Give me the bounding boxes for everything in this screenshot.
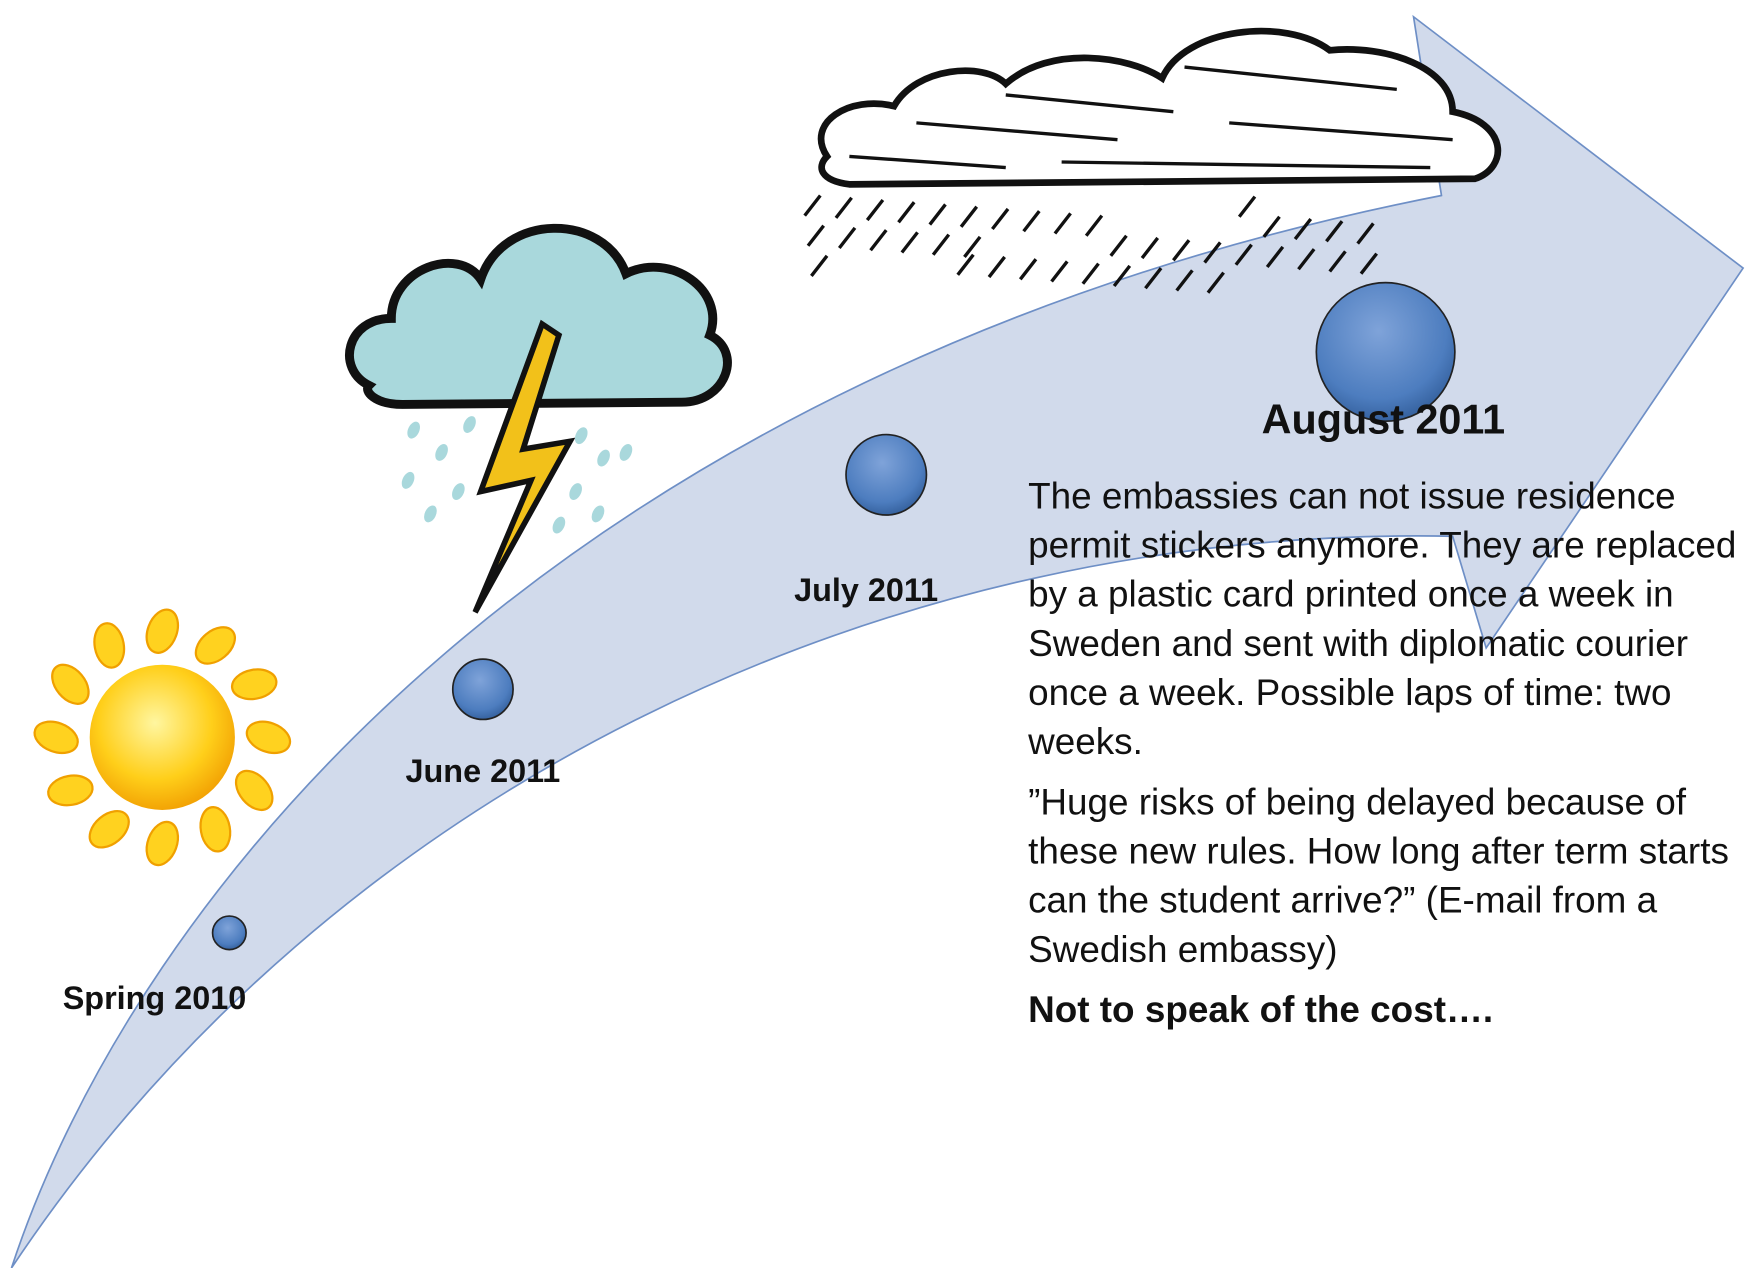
rain-drop bbox=[567, 481, 585, 502]
sun-ray bbox=[189, 620, 242, 671]
milestone-label: June 2011 bbox=[406, 753, 561, 789]
slide: Spring 2010 June 2011 July 2011 August 2… bbox=[0, 0, 1749, 1268]
rain-drop bbox=[399, 470, 417, 491]
rain-drop bbox=[589, 503, 607, 524]
description-box: The embassies can not issue residence pe… bbox=[1028, 471, 1743, 1231]
rain-streak bbox=[1111, 236, 1127, 256]
rain-drop bbox=[617, 442, 635, 463]
paragraph: ”Huge risks of being delayed because of … bbox=[1028, 778, 1743, 975]
rain-streak bbox=[1142, 238, 1158, 258]
sun-ray bbox=[141, 818, 184, 870]
sun-ray bbox=[141, 605, 184, 657]
rain-drop bbox=[450, 481, 468, 502]
rain-streak bbox=[867, 200, 883, 220]
rain-drop bbox=[461, 414, 479, 435]
rain-streak bbox=[902, 232, 918, 252]
rain-streak bbox=[933, 235, 949, 255]
sun-ray bbox=[242, 716, 294, 759]
rain-drop bbox=[550, 515, 568, 536]
description: The embassies can not issue residence pe… bbox=[1028, 471, 1743, 1034]
sun-ray bbox=[230, 666, 279, 702]
rain-drop bbox=[433, 442, 451, 463]
rain-streak bbox=[961, 207, 977, 227]
rain-streak bbox=[989, 257, 1005, 277]
rain-streak bbox=[1239, 197, 1255, 217]
sun-ray bbox=[45, 658, 96, 711]
milestone-label: Spring 2010 bbox=[63, 980, 247, 1016]
sun-disc bbox=[90, 665, 235, 810]
rain-drop bbox=[405, 420, 423, 441]
rain-streak bbox=[1024, 211, 1040, 231]
milestone-label: July 2011 bbox=[794, 572, 938, 608]
sun-ray bbox=[30, 716, 82, 759]
rain-drop bbox=[595, 448, 613, 469]
rain-streak bbox=[836, 198, 852, 218]
sun-icon bbox=[30, 605, 294, 869]
rain-streak bbox=[1052, 261, 1068, 281]
rain-drop bbox=[422, 503, 440, 524]
rain-streak bbox=[992, 209, 1008, 229]
rain-streak bbox=[1055, 213, 1071, 233]
milestone-dot bbox=[213, 916, 247, 950]
rain-streak bbox=[930, 204, 946, 224]
milestone-label: August 2011 bbox=[1262, 396, 1505, 442]
rain-streak bbox=[811, 256, 827, 276]
page: Timeline {"timeline": {"milestones": [ {… bbox=[0, 0, 1749, 1268]
sun-ray bbox=[197, 805, 233, 854]
sun-ray bbox=[46, 772, 95, 808]
closing-line: Not to speak of the cost…. bbox=[1028, 985, 1743, 1034]
sun-ray bbox=[229, 764, 280, 817]
rain-streak bbox=[1083, 264, 1099, 284]
sun-ray bbox=[83, 804, 136, 855]
milestone-dot bbox=[453, 659, 513, 719]
rain-streak bbox=[805, 196, 821, 216]
rain-streak bbox=[871, 230, 887, 250]
rain-streak bbox=[1086, 216, 1102, 236]
rain-streak bbox=[808, 226, 824, 246]
body: Spring 2010 June 2011 July 2011 August 2… bbox=[0, 0, 1749, 1268]
rain-streak bbox=[1173, 240, 1189, 260]
sun-ray bbox=[91, 621, 127, 670]
paragraph: The embassies can not issue residence pe… bbox=[1028, 471, 1743, 766]
rain-streak bbox=[899, 202, 915, 222]
rain-drop bbox=[572, 425, 590, 446]
milestone-dot bbox=[846, 435, 926, 515]
rain-streak bbox=[839, 228, 855, 248]
rain-streak bbox=[1020, 259, 1036, 279]
